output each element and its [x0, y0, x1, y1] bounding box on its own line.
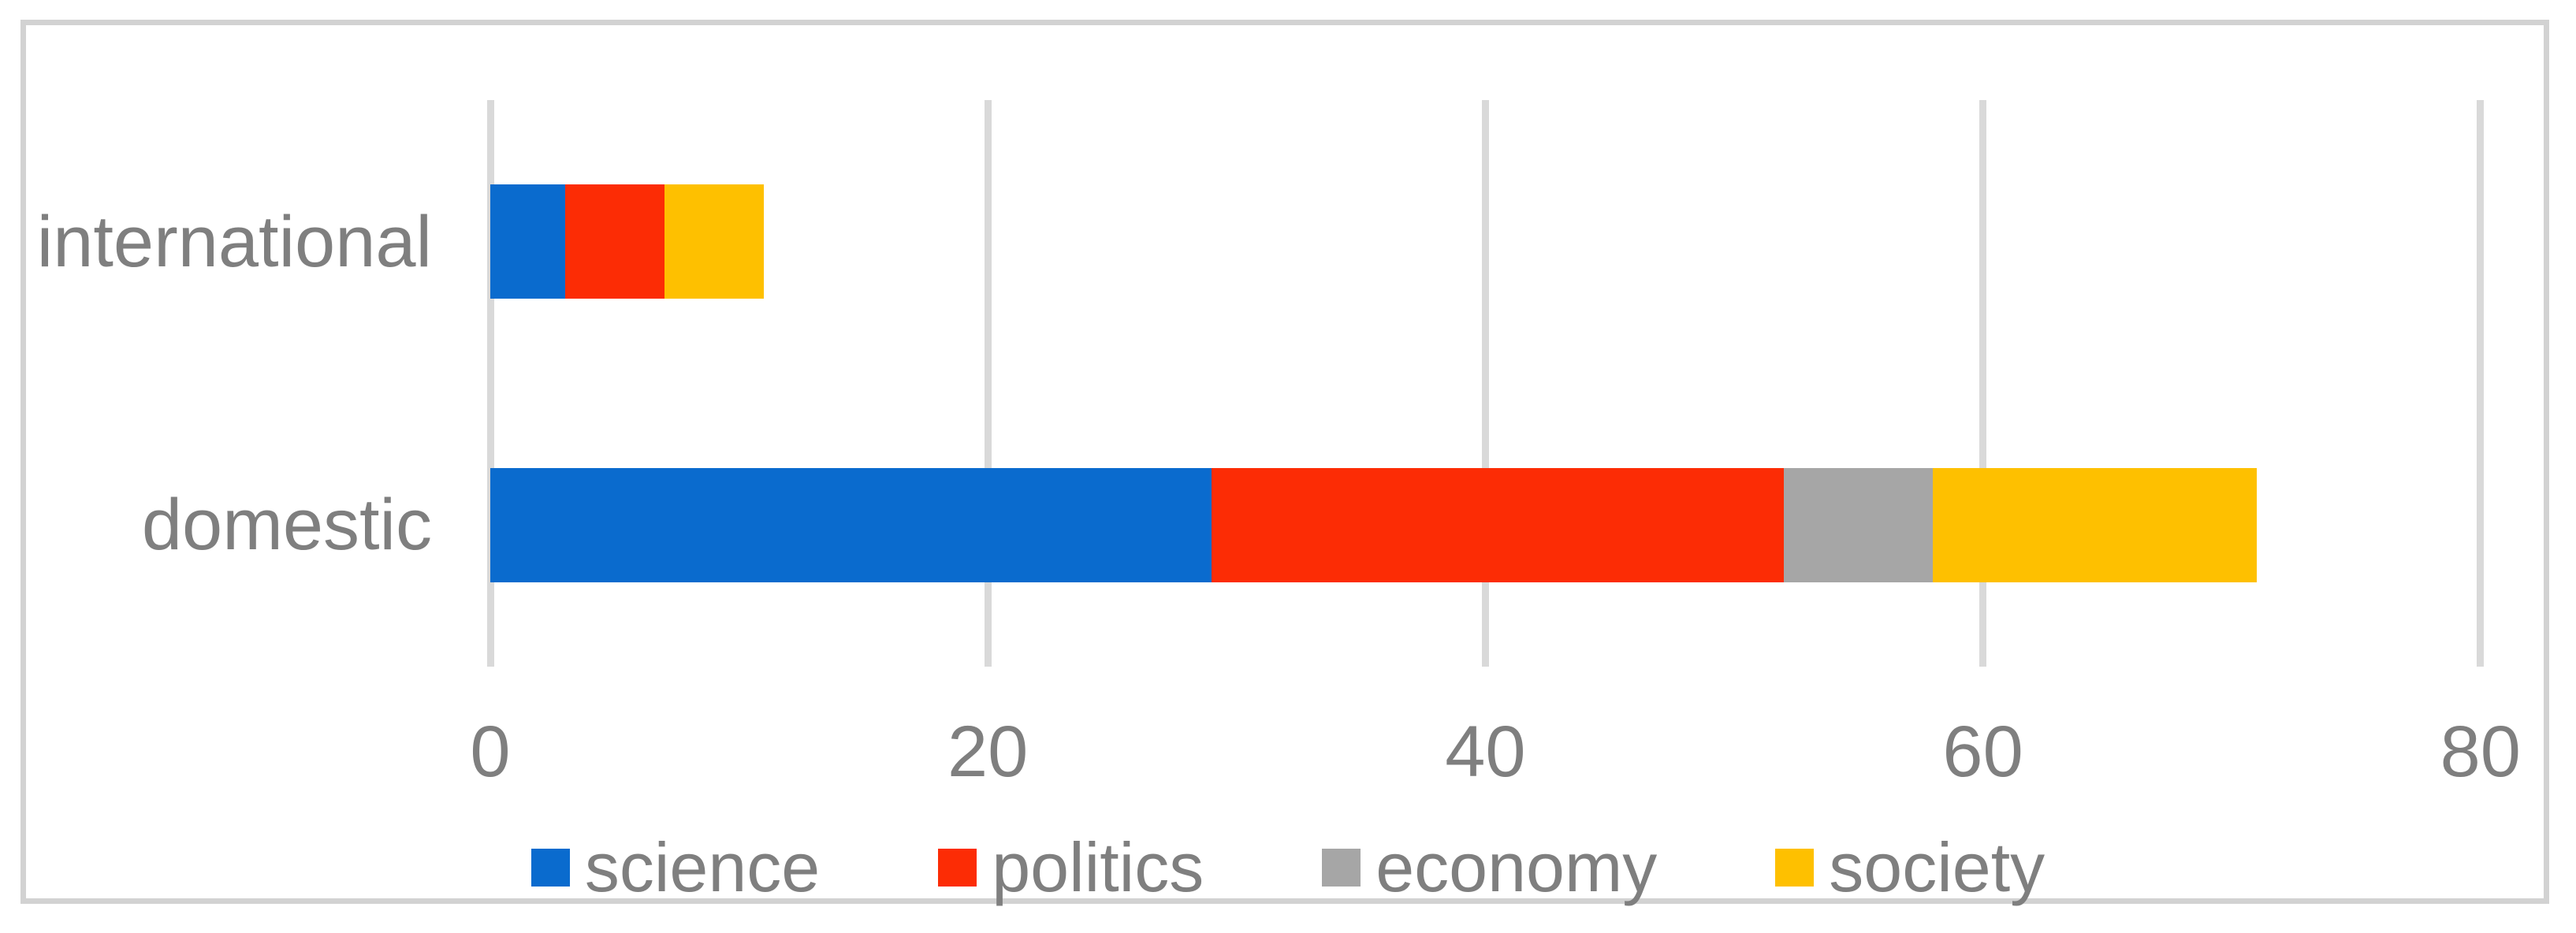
bar-segment-domestic-science [490, 467, 1212, 582]
bar-segment-international-society [664, 184, 765, 299]
legend-label-economy: economy [1375, 827, 1658, 906]
x-tick-label-80: 80 [2440, 712, 2521, 792]
legend-swatch-politics [938, 848, 977, 887]
legend-swatch-society [1775, 848, 1815, 887]
bar-segment-international-science [490, 184, 565, 299]
x-tick-label-20: 20 [947, 712, 1029, 792]
bar-segment-domestic-politics [1212, 467, 1785, 582]
legend-label-society: society [1829, 827, 2046, 906]
legend-label-politics: politics [992, 827, 1204, 906]
legend-swatch-economy [1322, 848, 1361, 887]
gridline-x-20 [984, 100, 992, 667]
gridline-x-0 [486, 100, 494, 667]
bar-segment-domestic-society [1933, 467, 2257, 582]
x-tick-label-40: 40 [1445, 712, 1526, 792]
legend-item-science: science [530, 827, 821, 906]
gridline-x-60 [1979, 100, 1987, 667]
chart-border-frame [20, 20, 2549, 904]
legend-label-science: science [584, 827, 821, 906]
category-label-domestic: domestic [141, 485, 432, 566]
bar-segment-international-politics [564, 184, 664, 299]
x-tick-label-60: 60 [1942, 712, 2023, 792]
bar-segment-domestic-economy [1784, 467, 1934, 582]
gridline-x-40 [1481, 100, 1489, 667]
x-tick-label-0: 0 [470, 712, 511, 792]
chart-legend: science politics economy society [0, 826, 2576, 909]
legend-item-economy: economy [1322, 827, 1658, 906]
gridline-x-80 [2477, 100, 2485, 667]
legend-swatch-science [530, 848, 570, 887]
legend-item-politics: politics [938, 827, 1204, 906]
category-label-international: international [36, 201, 432, 282]
legend-item-society: society [1775, 827, 2046, 906]
